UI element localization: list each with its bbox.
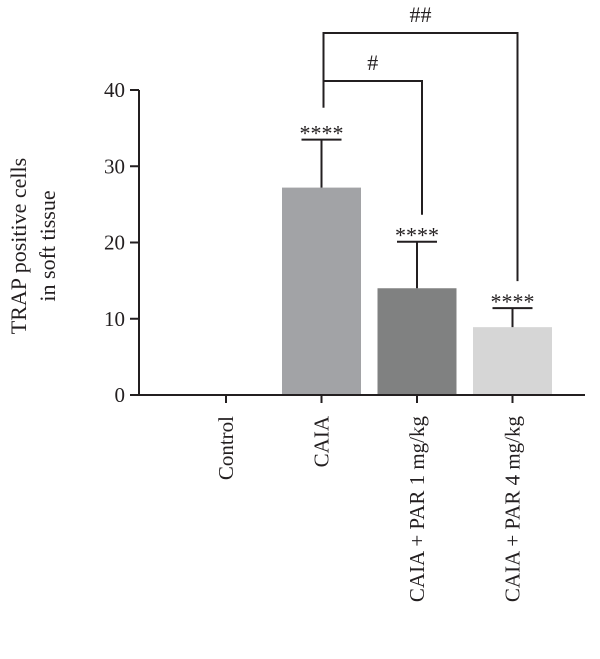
y-tick-label: 20 (104, 231, 125, 255)
y-axis-title: TRAP positive cells in soft tissue (6, 158, 60, 334)
bar (282, 187, 361, 395)
y-tick-label: 0 (115, 383, 126, 407)
x-tick-label: CAIA (310, 415, 334, 467)
bar (377, 288, 457, 395)
plot-area: **** **** **** 0 10 20 30 40 Control CAIA CAIA + P… (104, 2, 585, 602)
comparison-label: ## (410, 2, 432, 27)
significance-label: **** (395, 223, 439, 248)
y-axis-title-line-1: TRAP positive cells (6, 158, 31, 334)
x-tick-label: CAIA + PAR 4 mg/kg (501, 416, 525, 603)
significance-label: **** (300, 121, 344, 146)
comparison-label: # (367, 50, 378, 75)
y-axis-title-line-2: in soft tissue (35, 190, 60, 301)
comparison-bracket (322, 32, 519, 282)
y-tick-label: 30 (104, 154, 125, 178)
bar (473, 327, 552, 395)
x-tick-label: Control (214, 416, 238, 480)
y-tick-label: 40 (104, 78, 125, 102)
y-tick-label: 10 (104, 307, 125, 331)
significance-label: **** (491, 289, 535, 314)
x-tick-label: CAIA + PAR 1 mg/kg (405, 416, 429, 603)
